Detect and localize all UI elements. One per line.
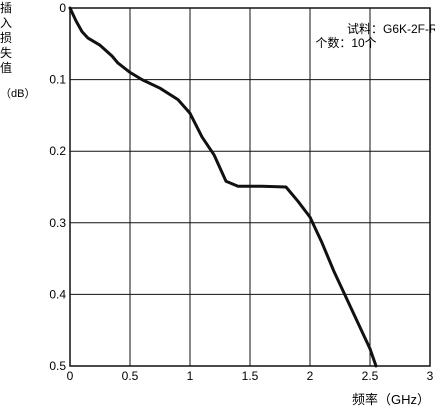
y-tick-label-3: 0.3 <box>49 216 66 230</box>
x-tick-label-0: 0 <box>67 369 74 383</box>
y-axis-unit: （dB） <box>0 87 35 100</box>
y-axis-label-char-3: 失 <box>0 45 12 60</box>
y-axis-label-char-1: 入 <box>0 16 12 30</box>
plot-frame <box>69 7 431 367</box>
x-tick-labels: 0 0.5 1 1.5 2 2.5 3 <box>67 369 434 383</box>
x-tick-label-5: 2.5 <box>362 369 379 383</box>
y-tick-label-5: 0.5 <box>49 359 66 373</box>
x-tick-label-2: 1 <box>187 369 194 383</box>
y-tick-label-0: 0 <box>59 1 66 15</box>
x-axis-label: 频率（GHz） <box>352 392 430 407</box>
y-tick-label-1: 0.1 <box>49 73 66 87</box>
annotation-count: 个数：10个 <box>315 35 376 50</box>
y-axis-label-char-4: 值 <box>0 60 12 75</box>
y-tick-label-4: 0.4 <box>49 287 66 301</box>
y-axis-label-char-2: 损 <box>0 31 12 45</box>
x-tick-label-6: 3 <box>427 369 434 383</box>
y-tick-label-2: 0.2 <box>49 144 66 158</box>
y-axis-label-char-0: 插 <box>0 1 12 15</box>
annotation-sample: 试料：G6K-2F-RF <box>347 21 435 36</box>
x-tick-label-4: 2 <box>307 369 314 383</box>
x-tick-label-1: 0.5 <box>122 369 139 383</box>
series-line <box>68 6 378 368</box>
x-tick-label-3: 1.5 <box>242 369 259 383</box>
y-tick-labels: 0 0.1 0.2 0.3 0.4 0.5 <box>49 1 66 373</box>
